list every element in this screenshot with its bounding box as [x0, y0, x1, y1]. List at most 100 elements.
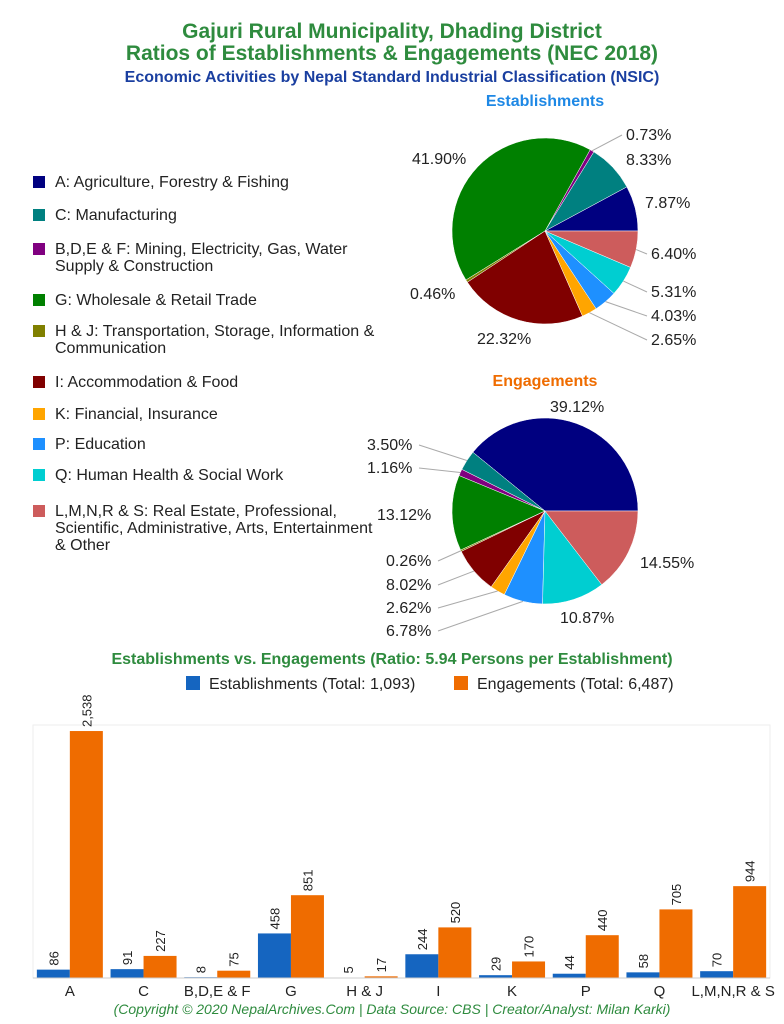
- pie-data-label: 41.90%: [412, 151, 466, 168]
- bar-data-label: 2,538: [79, 694, 94, 727]
- leader-line: [589, 312, 648, 341]
- bar-chart-title: Establishments vs. Engagements (Ratio: 5…: [111, 651, 673, 668]
- legend-label: I: Accommodation & Food: [55, 374, 239, 391]
- pie-data-label: 6.78%: [386, 623, 431, 640]
- bar-establishments: [36, 969, 70, 978]
- bar-engagements: [69, 731, 103, 978]
- x-tick-label: H & J: [346, 983, 383, 1000]
- pie-data-label: 10.87%: [560, 610, 614, 627]
- bar-legend-label: Establishments (Total: 1,093): [209, 676, 415, 693]
- bar-engagements: [364, 976, 398, 978]
- pie-data-label: 13.12%: [377, 507, 431, 524]
- bar-engagements: [217, 970, 251, 978]
- title-line2: Ratios of Establishments & Engagements (…: [125, 42, 659, 65]
- legend-swatch: [33, 243, 45, 255]
- x-tick-label: I: [436, 983, 440, 1000]
- pie-data-label: 8.02%: [386, 577, 431, 594]
- pie-data-label: 5.31%: [651, 284, 696, 301]
- title-line1: Gajuri Rural Municipality, Dhading Distr…: [182, 20, 602, 43]
- legend-swatch: [33, 438, 45, 450]
- leader-line: [437, 550, 462, 562]
- legend-swatch: [33, 505, 45, 517]
- legend-swatch-bar: [454, 676, 468, 690]
- bar-data-label: 244: [415, 929, 430, 951]
- bar-data-label: 705: [669, 884, 684, 906]
- legend-label: L,M,N,R & S: Real Estate, Professional, …: [55, 503, 373, 554]
- x-tick-label: C: [138, 983, 149, 1000]
- legend-swatch: [33, 469, 45, 481]
- pie-data-label: 4.03%: [651, 308, 696, 325]
- bar-establishments: [626, 972, 660, 978]
- pie-data-label: 2.62%: [386, 600, 431, 617]
- bar-data-label: 75: [227, 952, 242, 966]
- bar-establishments: [552, 973, 586, 978]
- bar-establishments: [257, 933, 291, 978]
- legend-swatch-bar: [186, 676, 200, 690]
- leader-line: [605, 301, 648, 317]
- pie-data-label: 0.26%: [386, 553, 431, 570]
- pie-data-label: 0.46%: [410, 286, 455, 303]
- legend-label: Q: Human Health & Social Work: [55, 467, 284, 484]
- pie-slice: [451, 137, 591, 281]
- pie-slice: [451, 475, 546, 551]
- legend-label: G: Wholesale & Retail Trade: [55, 292, 257, 309]
- bar-data-label: 520: [448, 902, 463, 924]
- bar-engagements: [733, 886, 767, 978]
- bar-engagements: [143, 955, 177, 978]
- leader-line: [623, 280, 648, 293]
- legend-swatch: [33, 408, 45, 420]
- bar-data-label: 17: [374, 958, 389, 972]
- pie-data-label: 7.87%: [645, 195, 690, 212]
- pie-establishments-title: Establishments: [485, 93, 605, 110]
- legend-swatch: [33, 209, 45, 221]
- bar-engagements: [512, 961, 546, 978]
- legend-label: B,D,E & F: Mining, Electricity, Gas, Wat…: [55, 241, 348, 275]
- leader-line: [418, 444, 468, 462]
- legend-label: A: Agriculture, Forestry & Fishing: [55, 174, 289, 191]
- bar-data-label: 851: [300, 869, 315, 891]
- bar-establishments: [479, 975, 513, 978]
- pie-data-label: 39.12%: [550, 399, 604, 416]
- pie-data-label: 2.65%: [651, 332, 696, 349]
- leader-line: [437, 590, 498, 609]
- bar-data-label: 5: [341, 966, 356, 973]
- subtitle: Economic Activities by Nepal Standard In…: [124, 69, 660, 86]
- bar-data-label: 458: [267, 908, 282, 930]
- legend-swatch: [33, 294, 45, 306]
- x-tick-label: Q: [654, 983, 666, 1000]
- bar-data-label: 58: [636, 954, 651, 968]
- bar-data-label: 29: [489, 957, 504, 971]
- leader-line: [437, 600, 524, 632]
- x-tick-label: G: [285, 983, 297, 1000]
- bar-data-label: 440: [595, 909, 610, 931]
- pie-data-label: 22.32%: [477, 331, 531, 348]
- pie-data-label: 0.73%: [626, 127, 671, 144]
- pie-slice: [544, 230, 639, 268]
- bar-establishments: [700, 971, 734, 978]
- x-tick-label: K: [507, 983, 517, 1000]
- pie-data-label: 8.33%: [626, 152, 671, 169]
- x-tick-label: L,M,N,R & S: [691, 983, 774, 1000]
- pie-slice: [472, 417, 639, 512]
- bar-data-label: 944: [743, 860, 758, 882]
- bar-establishments: [110, 969, 144, 978]
- bar-data-label: 44: [562, 955, 577, 969]
- legend-label: K: Financial, Insurance: [55, 406, 218, 423]
- x-tick-label: B,D,E & F: [184, 983, 251, 1000]
- legend-label: P: Education: [55, 436, 146, 453]
- pie-engagements-title: Engagements: [492, 373, 598, 390]
- pie-data-label: 3.50%: [367, 437, 412, 454]
- bar-data-label: 91: [120, 951, 135, 965]
- bar-data-label: 8: [194, 966, 209, 973]
- legend-swatch: [33, 376, 45, 388]
- bar-establishments: [405, 954, 439, 978]
- pie-data-label: 6.40%: [651, 246, 696, 263]
- leader-line: [418, 467, 461, 473]
- legend-swatch: [33, 325, 45, 337]
- bar-data-label: 70: [710, 953, 725, 967]
- legend-label: C: Manufacturing: [55, 207, 177, 224]
- x-tick-label: A: [65, 983, 75, 1000]
- pie-slice: [467, 230, 583, 325]
